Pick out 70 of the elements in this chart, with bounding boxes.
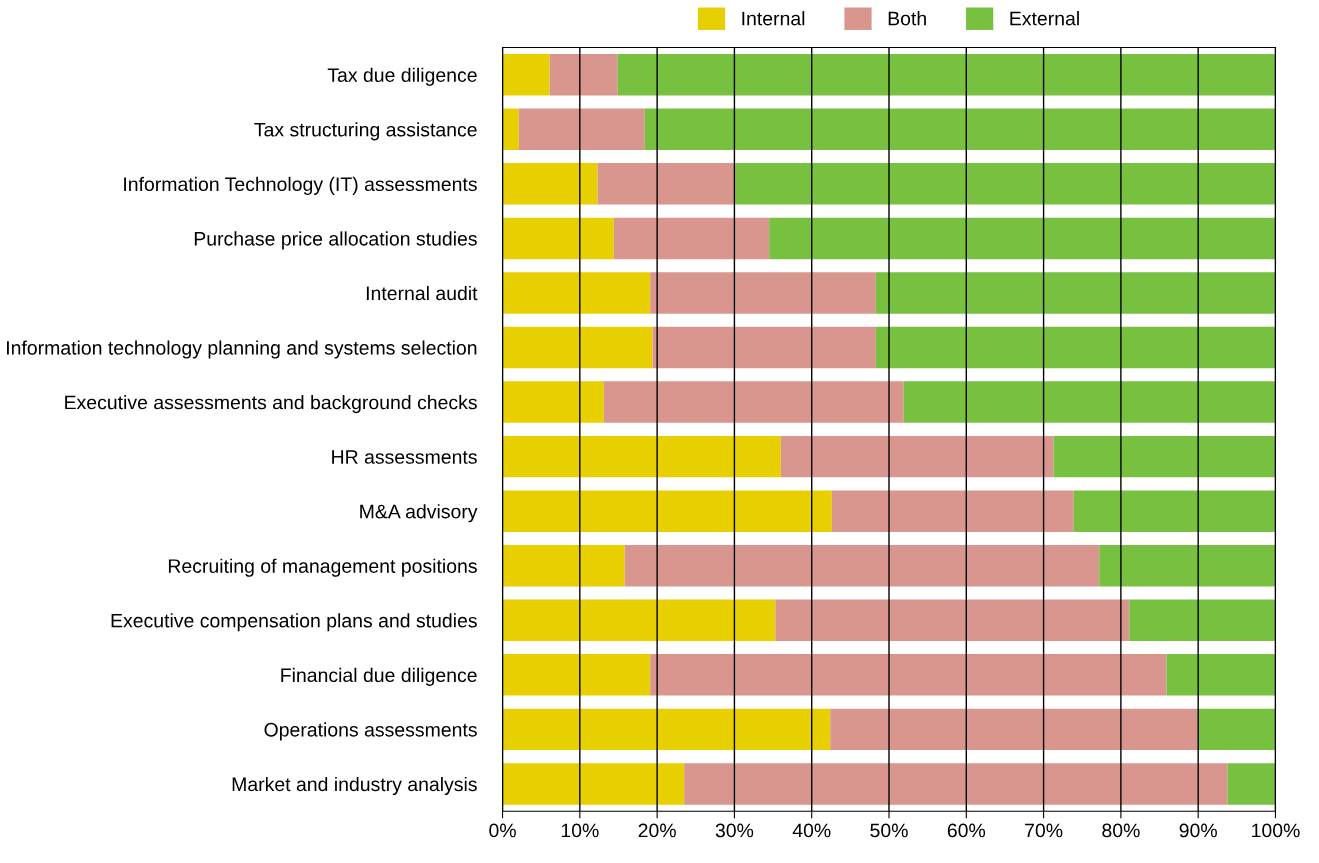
bar — [875, 326, 1276, 369]
bar — [735, 163, 1276, 205]
x-tick-label: 50% — [870, 823, 908, 838]
bar — [502, 708, 831, 751]
bar — [830, 708, 1199, 751]
y-tick-label: Tax structuring assistance — [254, 122, 477, 141]
y-tick-label: Purchase price allocation studies — [194, 231, 477, 250]
bar — [775, 599, 1130, 642]
legend-label: Internal — [742, 11, 805, 26]
bar — [502, 326, 653, 369]
bar — [549, 54, 618, 96]
legend-label: External — [1010, 11, 1079, 26]
bar — [903, 381, 1276, 423]
bar — [502, 163, 598, 205]
x-tick-label: 70% — [1025, 823, 1063, 838]
bar — [518, 108, 645, 151]
y-tick-label: Executive assessments and background checks — [65, 395, 477, 414]
x-tick-label: 60% — [947, 823, 986, 838]
bar — [684, 763, 1228, 805]
bar — [1227, 763, 1276, 805]
bar — [652, 326, 876, 369]
bar — [1099, 545, 1276, 587]
y-tick-label: Tax due diligence — [327, 67, 477, 86]
bar — [644, 108, 1276, 151]
bar — [769, 217, 1276, 260]
bar — [502, 599, 776, 642]
y-tick-label: Internal audit — [366, 285, 478, 301]
bar — [1166, 654, 1276, 696]
bar — [502, 654, 651, 696]
bar — [1198, 708, 1276, 751]
bar — [502, 435, 781, 478]
bar — [502, 54, 550, 96]
bar — [780, 435, 1054, 478]
y-tick-label: Recruiting of management positions — [168, 558, 477, 577]
x-tick-label: 20% — [638, 823, 676, 838]
x-tick-label: 0% — [489, 823, 516, 838]
bar — [502, 490, 832, 532]
legend-label: Both — [888, 11, 926, 26]
y-tick-label: Information Technology (IT) assessments — [124, 176, 477, 195]
bar — [502, 381, 604, 423]
x-tick-label: 30% — [715, 823, 754, 838]
bar — [875, 272, 1276, 314]
x-tick-label: 10% — [561, 823, 599, 838]
y-tick-label: M&A advisory — [360, 504, 478, 523]
y-tick-label: Market and industry analysis — [232, 776, 477, 796]
bar — [1053, 435, 1276, 478]
bar — [502, 108, 519, 151]
x-tick-label: 80% — [1102, 823, 1140, 838]
bar — [613, 217, 770, 260]
bar — [1073, 490, 1276, 532]
bar — [624, 545, 1100, 587]
y-tick-label: Financial due diligence — [281, 667, 477, 686]
bar — [502, 763, 685, 805]
bar — [831, 490, 1074, 532]
y-tick-label: Information technology planning and systems selection — [7, 340, 477, 359]
bar — [1129, 599, 1276, 642]
bar — [650, 654, 1167, 696]
bar — [617, 54, 1276, 96]
bar — [502, 272, 651, 314]
bar — [502, 545, 625, 587]
x-tick-label: 100% — [1252, 823, 1300, 838]
x-tick-label: 40% — [792, 823, 831, 838]
x-tick-label: 90% — [1179, 823, 1217, 838]
bar — [650, 272, 876, 314]
bar — [603, 381, 904, 423]
y-tick-label: HR assessments — [332, 450, 477, 464]
bar — [502, 217, 614, 260]
bar — [597, 163, 736, 205]
y-tick-label: Operations assessments — [264, 722, 477, 741]
y-tick-label: Executive compensation plans and studies — [111, 613, 477, 632]
